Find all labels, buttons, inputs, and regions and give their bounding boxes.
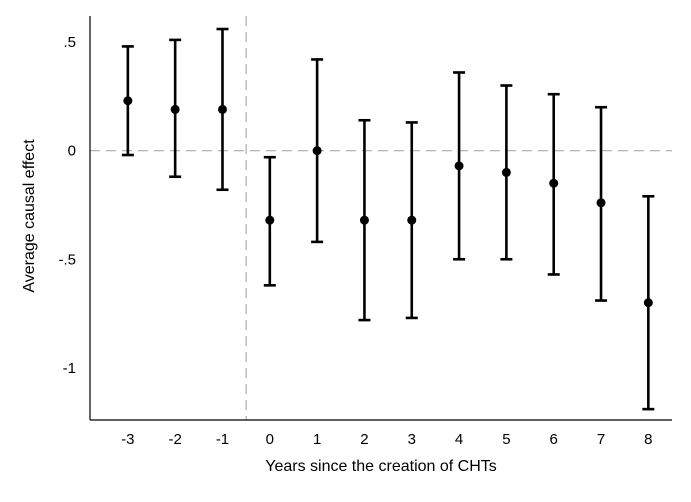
x-tick-label: 2 xyxy=(360,431,368,448)
y-axis-title: Average causal effect xyxy=(21,139,38,293)
x-tick-label: 5 xyxy=(502,431,510,448)
x-tick-label: -3 xyxy=(121,431,134,448)
x-tick-label: 6 xyxy=(550,431,558,448)
point-estimate-marker xyxy=(265,215,275,225)
point-estimate-marker xyxy=(549,178,559,188)
estimate-point-group xyxy=(263,155,276,287)
point-estimate-marker xyxy=(596,198,606,208)
point-estimate-marker xyxy=(170,104,180,114)
x-tick-label: 0 xyxy=(266,431,274,448)
x-tick-labels: -3 -2 -1 0 1 2 3 4 5 6 7 8 xyxy=(121,431,652,448)
estimate-point-group xyxy=(500,84,513,261)
axes xyxy=(89,16,672,421)
estimate-point-group xyxy=(547,92,560,276)
estimate-point-group xyxy=(169,38,182,179)
estimate-point-group xyxy=(642,194,655,411)
x-tick-label: 1 xyxy=(313,431,321,448)
point-estimate-marker xyxy=(407,215,417,225)
y-tick-label: -1 xyxy=(63,360,76,377)
x-tick-label: 3 xyxy=(408,431,416,448)
point-estimate-marker xyxy=(217,104,227,114)
estimate-point-group xyxy=(453,71,466,261)
x-tick-label: -1 xyxy=(216,431,229,448)
point-estimate-marker xyxy=(359,215,369,225)
x-axis-title: Years since the creation of CHTs xyxy=(265,458,497,475)
x-tick-label: -2 xyxy=(168,431,181,448)
x-tick-label: 4 xyxy=(455,431,463,448)
reference-lines xyxy=(90,16,672,420)
estimates-series xyxy=(121,27,655,411)
estimate-point-group xyxy=(358,118,371,322)
y-tick-label: 0 xyxy=(68,143,76,160)
estimate-point-group xyxy=(216,27,229,192)
point-estimate-marker xyxy=(123,96,133,106)
y-tick-labels: .5 0 -.5 -1 xyxy=(58,34,76,377)
estimate-point-group xyxy=(405,121,418,320)
y-tick-label: -.5 xyxy=(58,251,76,268)
x-tick-label: 7 xyxy=(597,431,605,448)
x-tick-label: 8 xyxy=(644,431,652,448)
point-estimate-marker xyxy=(501,167,511,177)
estimate-point-group xyxy=(595,105,608,302)
y-tick-label: .5 xyxy=(63,34,76,51)
point-estimate-marker xyxy=(312,146,322,156)
estimate-point-group xyxy=(121,45,134,157)
point-estimate-marker xyxy=(643,298,653,308)
estimate-point-group xyxy=(311,58,324,244)
point-estimate-marker xyxy=(454,161,464,171)
